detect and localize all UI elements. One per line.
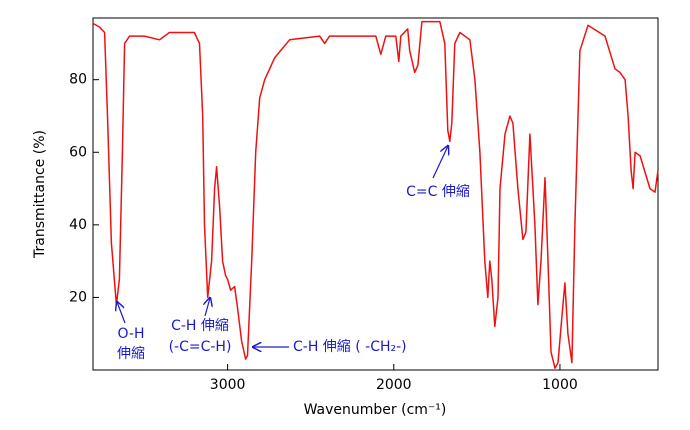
y-tick-label: 60: [69, 144, 87, 160]
x-axis-label: Wavenumber (cm⁻¹): [304, 402, 447, 418]
y-tick-label: 20: [69, 289, 87, 305]
annotation: 伸縮: [117, 346, 145, 362]
annotation: C=C 伸縮: [406, 184, 470, 200]
annotation: C-H 伸縮: [171, 318, 229, 334]
y-axis-label: Transmittance (%): [32, 130, 48, 259]
annotation: C-H 伸縮 ( -CH₂-): [293, 339, 407, 355]
y-tick-label: 40: [69, 217, 87, 233]
x-tick-label: 2000: [376, 377, 412, 393]
annotation: (-C=C-H): [169, 339, 232, 355]
annotation-arrow: [117, 302, 126, 324]
plot-frame: [92, 17, 659, 371]
spectrum-line: [92, 20, 659, 369]
annotation-arrow: [205, 298, 210, 317]
annotation: O-H: [118, 326, 145, 342]
y-tick-label: 80: [69, 72, 87, 88]
x-tick-label: 3000: [210, 377, 246, 393]
x-tick-label: 1000: [542, 377, 578, 393]
annotation-arrow: [432, 146, 448, 179]
